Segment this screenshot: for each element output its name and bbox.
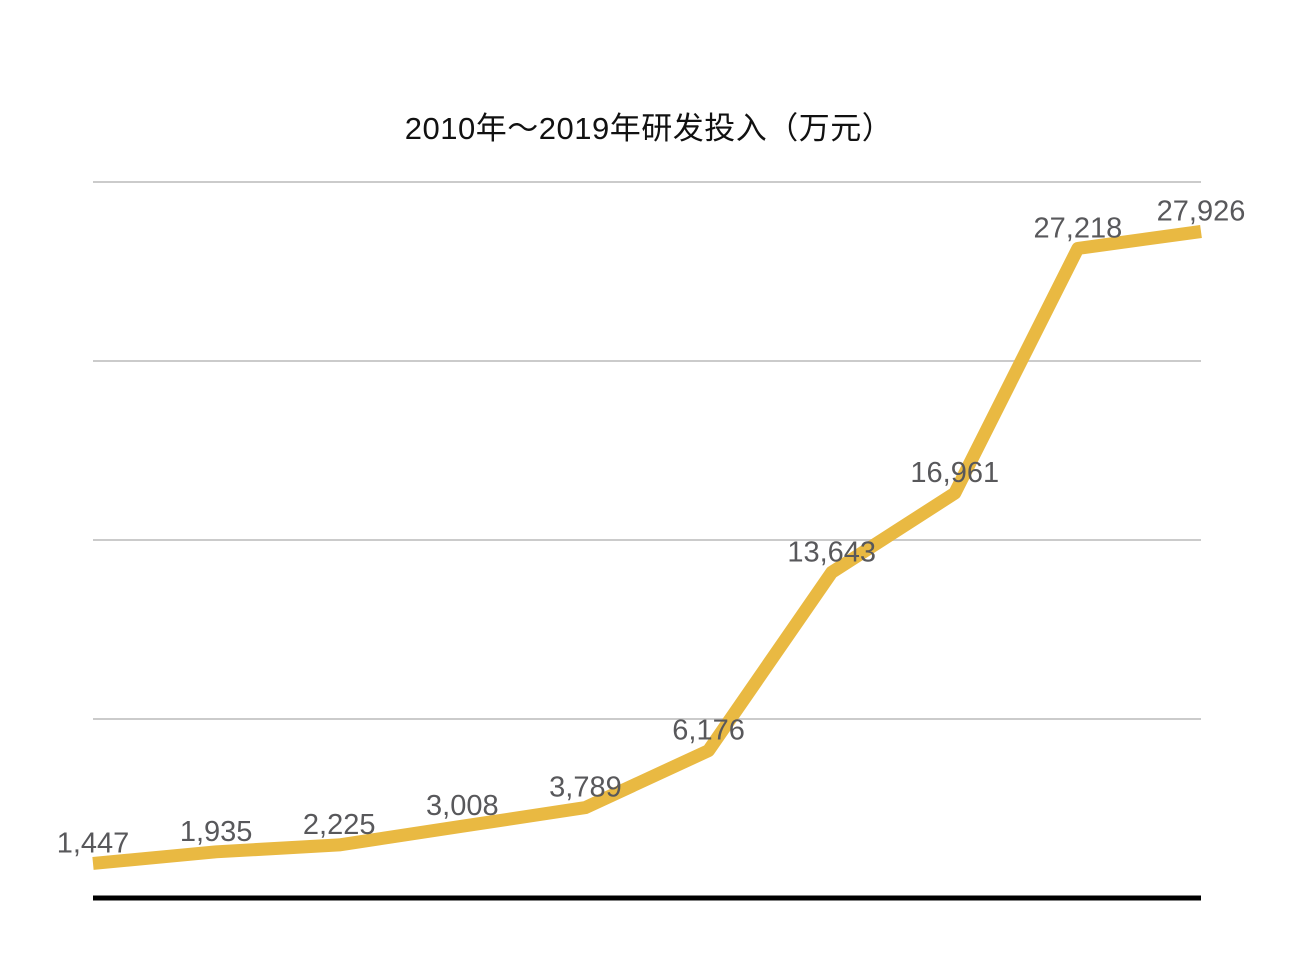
data-label: 16,961	[910, 457, 999, 489]
data-label: 27,926	[1157, 195, 1246, 227]
data-label: 27,218	[1034, 212, 1123, 244]
data-label: 1,935	[180, 816, 253, 848]
data-label: 3,789	[549, 772, 622, 804]
gridlines	[93, 181, 1201, 720]
series-line-group	[92, 225, 1202, 870]
data-label: 1,447	[57, 827, 130, 859]
data-label: 2,225	[303, 809, 376, 841]
series-line	[92, 225, 1202, 870]
data-label: 6,176	[672, 715, 745, 747]
data-label: 13,643	[787, 536, 876, 568]
chart-title: 2010年～2019年研发投入（万元）	[404, 111, 894, 146]
data-labels: 1,447 1,935 2,225 3,008 3,789 6,176 13,643 16,9…	[57, 195, 1246, 859]
data-label: 3,008	[426, 790, 499, 822]
